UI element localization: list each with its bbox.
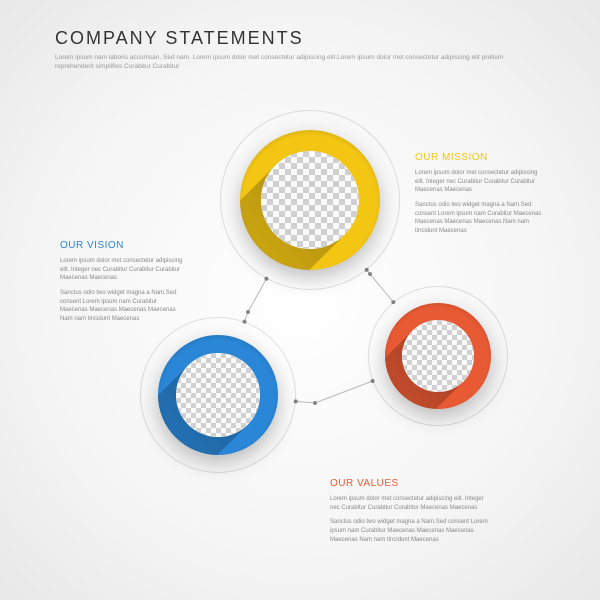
vision-body-p1: Lorem ipsum dolor met consectetur adipis… bbox=[60, 257, 185, 283]
values-text-block: OUR VALUES Lorem ipsum dolor met consect… bbox=[330, 478, 495, 550]
vision-text-block: OUR VISION Lorem ipsum dolor met consect… bbox=[60, 240, 185, 330]
values-body-p2: Sanctus odio two widget magna a Nam.Sed … bbox=[330, 518, 495, 544]
vision-body: Lorem ipsum dolor met consectetur adipis… bbox=[60, 257, 185, 324]
mission-text-block: OUR MISSION Lorem ipsum dolor met consec… bbox=[415, 152, 545, 242]
page-subtitle: Lorem ipsum nam laboris accumsan. Sed na… bbox=[55, 54, 535, 72]
vision-body-p2: Sanctus odio two widget magna a Nam.Sed … bbox=[60, 289, 185, 324]
values-color-ring bbox=[385, 303, 491, 409]
mission-body-p1: Lorem ipsum dolor met consectetur adipis… bbox=[415, 169, 545, 195]
checker-icon bbox=[402, 320, 474, 392]
mission-image-placeholder bbox=[261, 151, 359, 249]
values-body: Lorem ipsum dolor met consectetur adipis… bbox=[330, 495, 495, 544]
infographic-container: COMPANY STATEMENTS Lorem ipsum nam labor… bbox=[0, 0, 600, 600]
mission-body: Lorem ipsum dolor met consectetur adipis… bbox=[415, 169, 545, 236]
checker-icon bbox=[176, 353, 260, 437]
values-image-placeholder bbox=[402, 320, 474, 392]
values-title: OUR VALUES bbox=[330, 478, 495, 489]
checker-icon bbox=[261, 151, 359, 249]
page-title: COMPANY STATEMENTS bbox=[55, 28, 304, 49]
mission-title: OUR MISSION bbox=[415, 152, 545, 163]
vision-image-placeholder bbox=[176, 353, 260, 437]
vision-title: OUR VISION bbox=[60, 240, 185, 251]
mission-color-ring bbox=[240, 130, 380, 270]
mission-body-p2: Sanctus odio two widget magna a Nam.Sed … bbox=[415, 201, 545, 236]
vision-color-ring bbox=[158, 335, 278, 455]
values-body-p1: Lorem ipsum dolor met consectetur adipis… bbox=[330, 495, 495, 512]
